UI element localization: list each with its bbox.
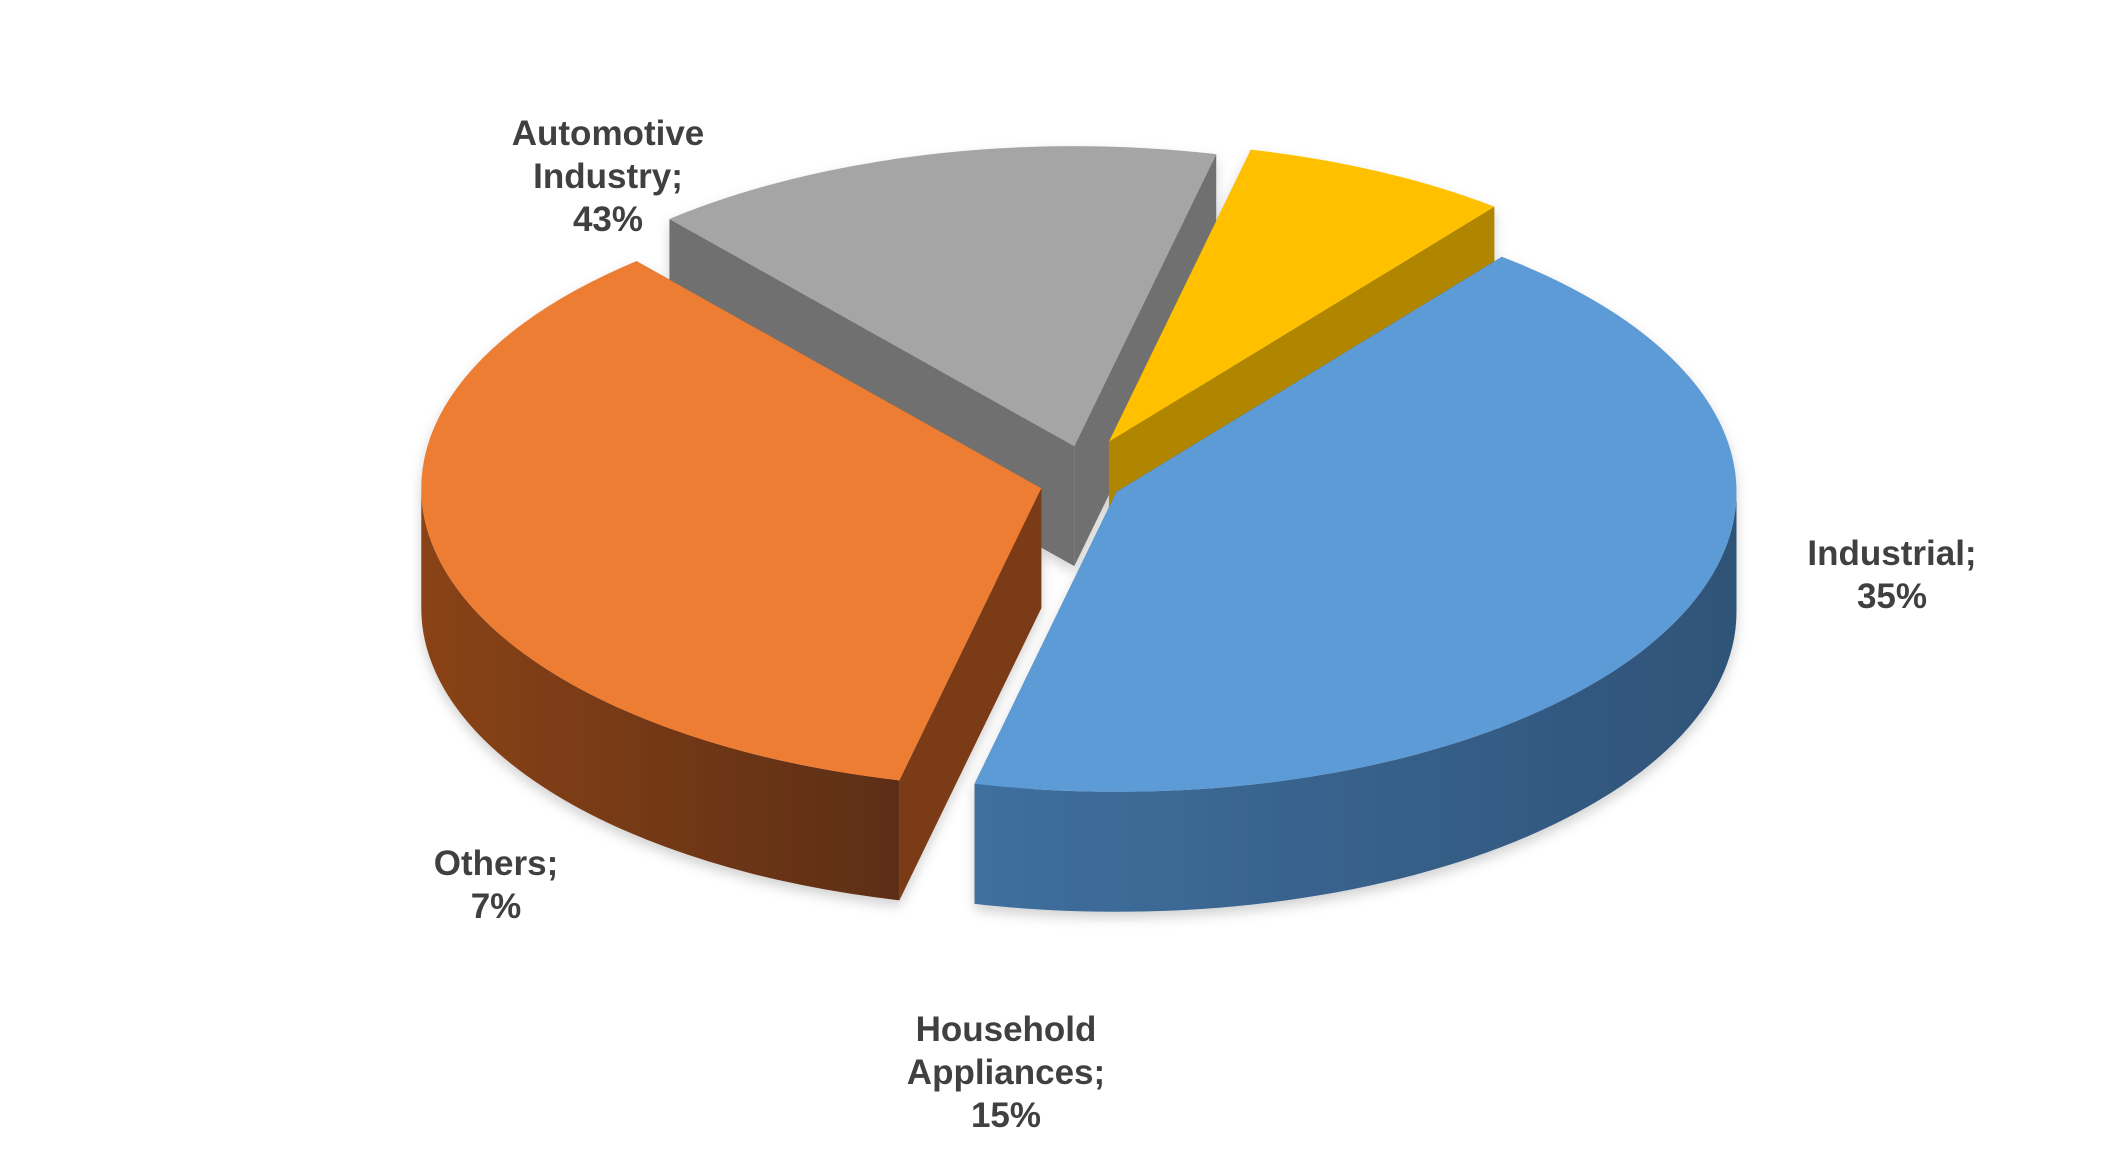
label-industrial: Industrial; 35%	[1772, 532, 2012, 618]
label-line: Industry;	[533, 157, 683, 196]
label-line: 7%	[470, 887, 522, 926]
slice-top	[974, 256, 1737, 792]
label-line: Industrial;	[1807, 534, 1977, 573]
label-household-appliances: Household Appliances; 15%	[866, 1008, 1146, 1137]
label-automotive-industry: Automotive Industry; 43%	[468, 112, 748, 241]
slice-top	[669, 146, 1217, 447]
label-line: 43%	[572, 200, 644, 239]
label-others: Others; 7%	[386, 842, 606, 928]
label-line: Appliances;	[906, 1053, 1106, 1092]
label-line: 35%	[1856, 577, 1928, 616]
slice-industrial	[421, 261, 1042, 901]
slice-outer-side	[974, 491, 1737, 912]
label-line: Automotive	[511, 114, 705, 153]
label-line: 15%	[970, 1096, 1042, 1135]
slice-automotive	[974, 256, 1737, 912]
slice-cut-face	[899, 488, 1042, 901]
slice-top	[421, 261, 1042, 781]
label-line: Others;	[433, 844, 559, 883]
slice-top	[1108, 149, 1495, 442]
label-line: Household	[915, 1010, 1097, 1049]
slice-outer-side	[421, 488, 900, 901]
